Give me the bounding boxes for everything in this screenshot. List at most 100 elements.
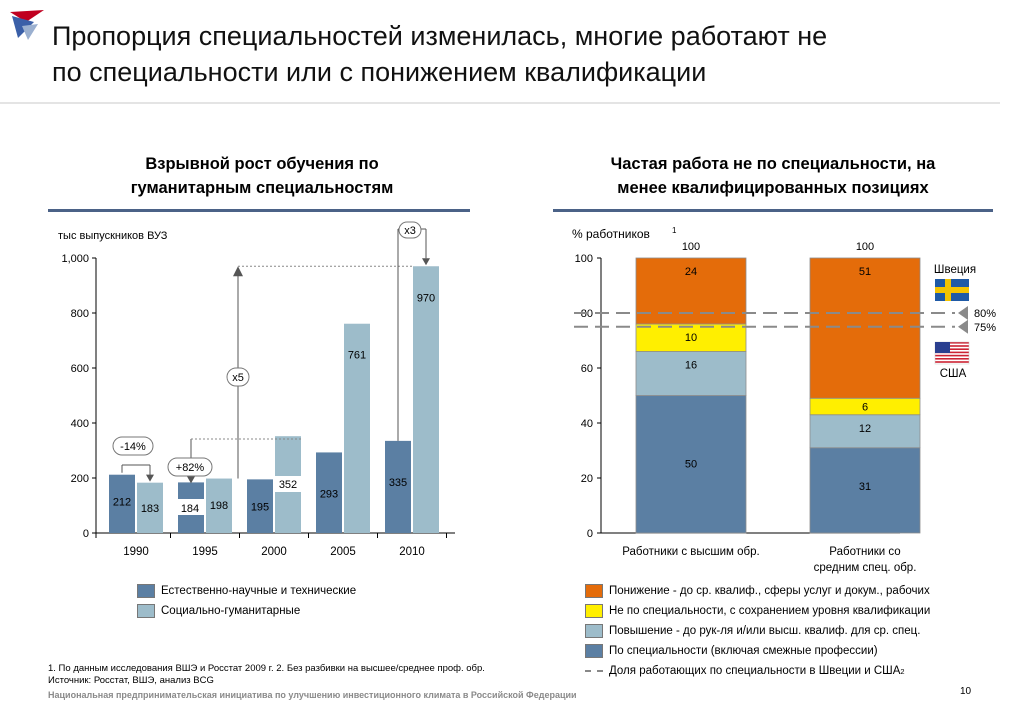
stacked-segment bbox=[635, 395, 747, 534]
bar-humanities bbox=[137, 482, 163, 533]
reference-marker bbox=[958, 319, 968, 334]
bar-tech-value-label: 293 bbox=[320, 488, 338, 500]
legend-label-tech: Естественно-научные и технические bbox=[161, 585, 357, 597]
left-section-title: Взрывной рост обучения по гуманитарным с… bbox=[72, 152, 452, 200]
reference-marker bbox=[958, 306, 968, 320]
x-tick-label: 2005 bbox=[330, 546, 356, 558]
y-tick-label: 20 bbox=[581, 473, 593, 485]
usa-flag-stripe bbox=[935, 358, 969, 360]
y-tick-label: 800 bbox=[71, 308, 89, 320]
page-number: 10 bbox=[960, 686, 972, 697]
bar-humanities-value-label: 970 bbox=[417, 292, 435, 304]
legend-swatch-promotion bbox=[585, 624, 603, 638]
charts-canvas: тыс выпускников ВУЗ02004006008001,000199… bbox=[58, 221, 996, 574]
usa-flag-icon bbox=[934, 341, 970, 365]
bar-tech bbox=[385, 440, 411, 533]
y-tick-label: 200 bbox=[71, 473, 89, 485]
usa-flag-stripe bbox=[935, 345, 969, 347]
legend-item-specialty: По специальности (включая смежные профес… bbox=[585, 641, 930, 661]
change-badge-down-label: -14% bbox=[120, 441, 146, 453]
change-badge-up-label: +82% bbox=[176, 462, 205, 474]
y-tick-label: 100 bbox=[575, 253, 593, 265]
bar-humanities bbox=[344, 323, 370, 533]
x5-badge bbox=[226, 367, 250, 387]
x-tick-label: 2010 bbox=[399, 546, 425, 558]
legend-label-humanities: Социально-гуманитарные bbox=[161, 605, 301, 617]
country-label-sweden: Швеция bbox=[934, 264, 976, 276]
footnote-line-1: 1. По данным исследования ВШЭ и Росстат … bbox=[48, 663, 485, 674]
bar-tech bbox=[316, 452, 342, 533]
legend-label-downgrade: Понижение - до ср. квалиф., сферы услуг … bbox=[609, 585, 930, 597]
right-section-divider bbox=[553, 209, 993, 212]
usa-flag-stripe bbox=[935, 354, 969, 357]
bar-total-label: 100 bbox=[682, 241, 700, 253]
y-tick-label: 0 bbox=[587, 528, 593, 540]
right-chart: % работников102040608010050161024100Рабо… bbox=[572, 226, 996, 574]
stacked-segment bbox=[809, 257, 921, 399]
segment-value-label: 6 bbox=[862, 402, 868, 414]
segment-value-label: 16 bbox=[685, 360, 697, 372]
page-title-line-2: по специальности или с понижением квалиф… bbox=[52, 57, 707, 87]
x3-badge bbox=[398, 221, 422, 239]
usa-flag-canton bbox=[935, 342, 950, 353]
x-tick-label: 1995 bbox=[192, 546, 218, 558]
x-tick-label: 1990 bbox=[123, 546, 149, 558]
footnote-source: Источник: Росстат, ВШЭ, анализ BCG bbox=[48, 675, 214, 686]
legend-swatch-humanities bbox=[137, 604, 155, 618]
footnote: 1. По данным исследования ВШЭ и Росстат … bbox=[48, 663, 485, 687]
x-tick-label: средним спец. обр. bbox=[814, 562, 917, 574]
page-title: Пропорция специальностей изменилась, мно… bbox=[52, 18, 1002, 90]
right-section-title-line-2: менее квалифицированных позициях bbox=[617, 179, 929, 197]
x5-badge-label: x5 bbox=[232, 372, 244, 384]
bar-humanities bbox=[413, 266, 439, 533]
x-tick-label: Работники с высшим обр. bbox=[622, 546, 760, 558]
logo-icon bbox=[10, 10, 44, 40]
sweden-flag-cross-horizontal bbox=[935, 287, 969, 293]
left-section-title-line-1: Взрывной рост обучения по bbox=[145, 155, 379, 173]
change-badge-up bbox=[167, 457, 213, 477]
left-chart: тыс выпускников ВУЗ 0 200 400 600 800 1,000 199… bbox=[58, 221, 455, 558]
left-section-divider bbox=[48, 209, 470, 212]
reference-value-label: 75% bbox=[974, 322, 996, 334]
y-axis-label: тыс выпускников ВУЗ bbox=[58, 230, 168, 242]
bar-tech-value-label: 195 bbox=[251, 501, 269, 513]
legend-item-tech: Естественно-научные и технические bbox=[137, 581, 356, 601]
stacked-segment bbox=[635, 323, 747, 352]
x5-arrow-head bbox=[233, 266, 243, 277]
y-axis-label-footnote-mark: 1 bbox=[672, 226, 677, 235]
bar-total-label: 100 bbox=[856, 241, 874, 253]
usa-flag-stripe bbox=[935, 348, 969, 350]
right-section-title-line-1: Частая работа не по специальности, на bbox=[610, 155, 936, 173]
title-divider bbox=[0, 102, 1000, 104]
page-title-line-1: Пропорция специальностей изменилась, мно… bbox=[52, 21, 828, 51]
usa-flag-stripe bbox=[935, 351, 969, 354]
growth-arrow-head bbox=[187, 476, 195, 484]
y-tick-label: 600 bbox=[71, 363, 89, 375]
x-tick-label: Работники со bbox=[829, 546, 900, 558]
legend-label-reference: Доля работающих по специальности в Швеци… bbox=[609, 665, 901, 677]
y-axis-label: % работников bbox=[572, 227, 650, 241]
legend-label-specialty: По специальности (включая смежные профес… bbox=[609, 645, 878, 657]
footer-text: Национальная предпринимательская инициат… bbox=[48, 690, 577, 700]
bar-tech bbox=[247, 479, 273, 533]
y-tick-label: 0 bbox=[83, 528, 89, 540]
y-tick-label: 60 bbox=[581, 363, 593, 375]
usa-flag-stripe bbox=[935, 361, 969, 363]
segment-value-label: 24 bbox=[685, 266, 697, 278]
legend-label-promotion: Повышение - до рук-ля и/или высш. квалиф… bbox=[609, 625, 921, 637]
bar-humanities-value-label: 352 bbox=[279, 479, 297, 491]
x-tick-label: 2000 bbox=[261, 546, 287, 558]
value-label-box bbox=[275, 476, 302, 492]
bar-tech-value-label: 335 bbox=[389, 477, 407, 489]
legend-reference-footnote-mark: 2 bbox=[900, 666, 905, 676]
bar-humanities-value-label: 761 bbox=[348, 350, 366, 362]
bar-humanities-value-label: 198 bbox=[210, 500, 228, 512]
country-label-usa: США bbox=[940, 368, 967, 380]
left-section-title-line-2: гуманитарным специальностям bbox=[130, 179, 394, 197]
stacked-segment bbox=[635, 351, 747, 396]
legend-swatch-off-specialty bbox=[585, 604, 603, 618]
usa-flag-stripe bbox=[935, 342, 969, 344]
stacked-segment bbox=[809, 414, 921, 449]
legend-item-humanities: Социально-гуманитарные bbox=[137, 601, 356, 621]
y-tick-label: 1,000 bbox=[61, 253, 89, 265]
